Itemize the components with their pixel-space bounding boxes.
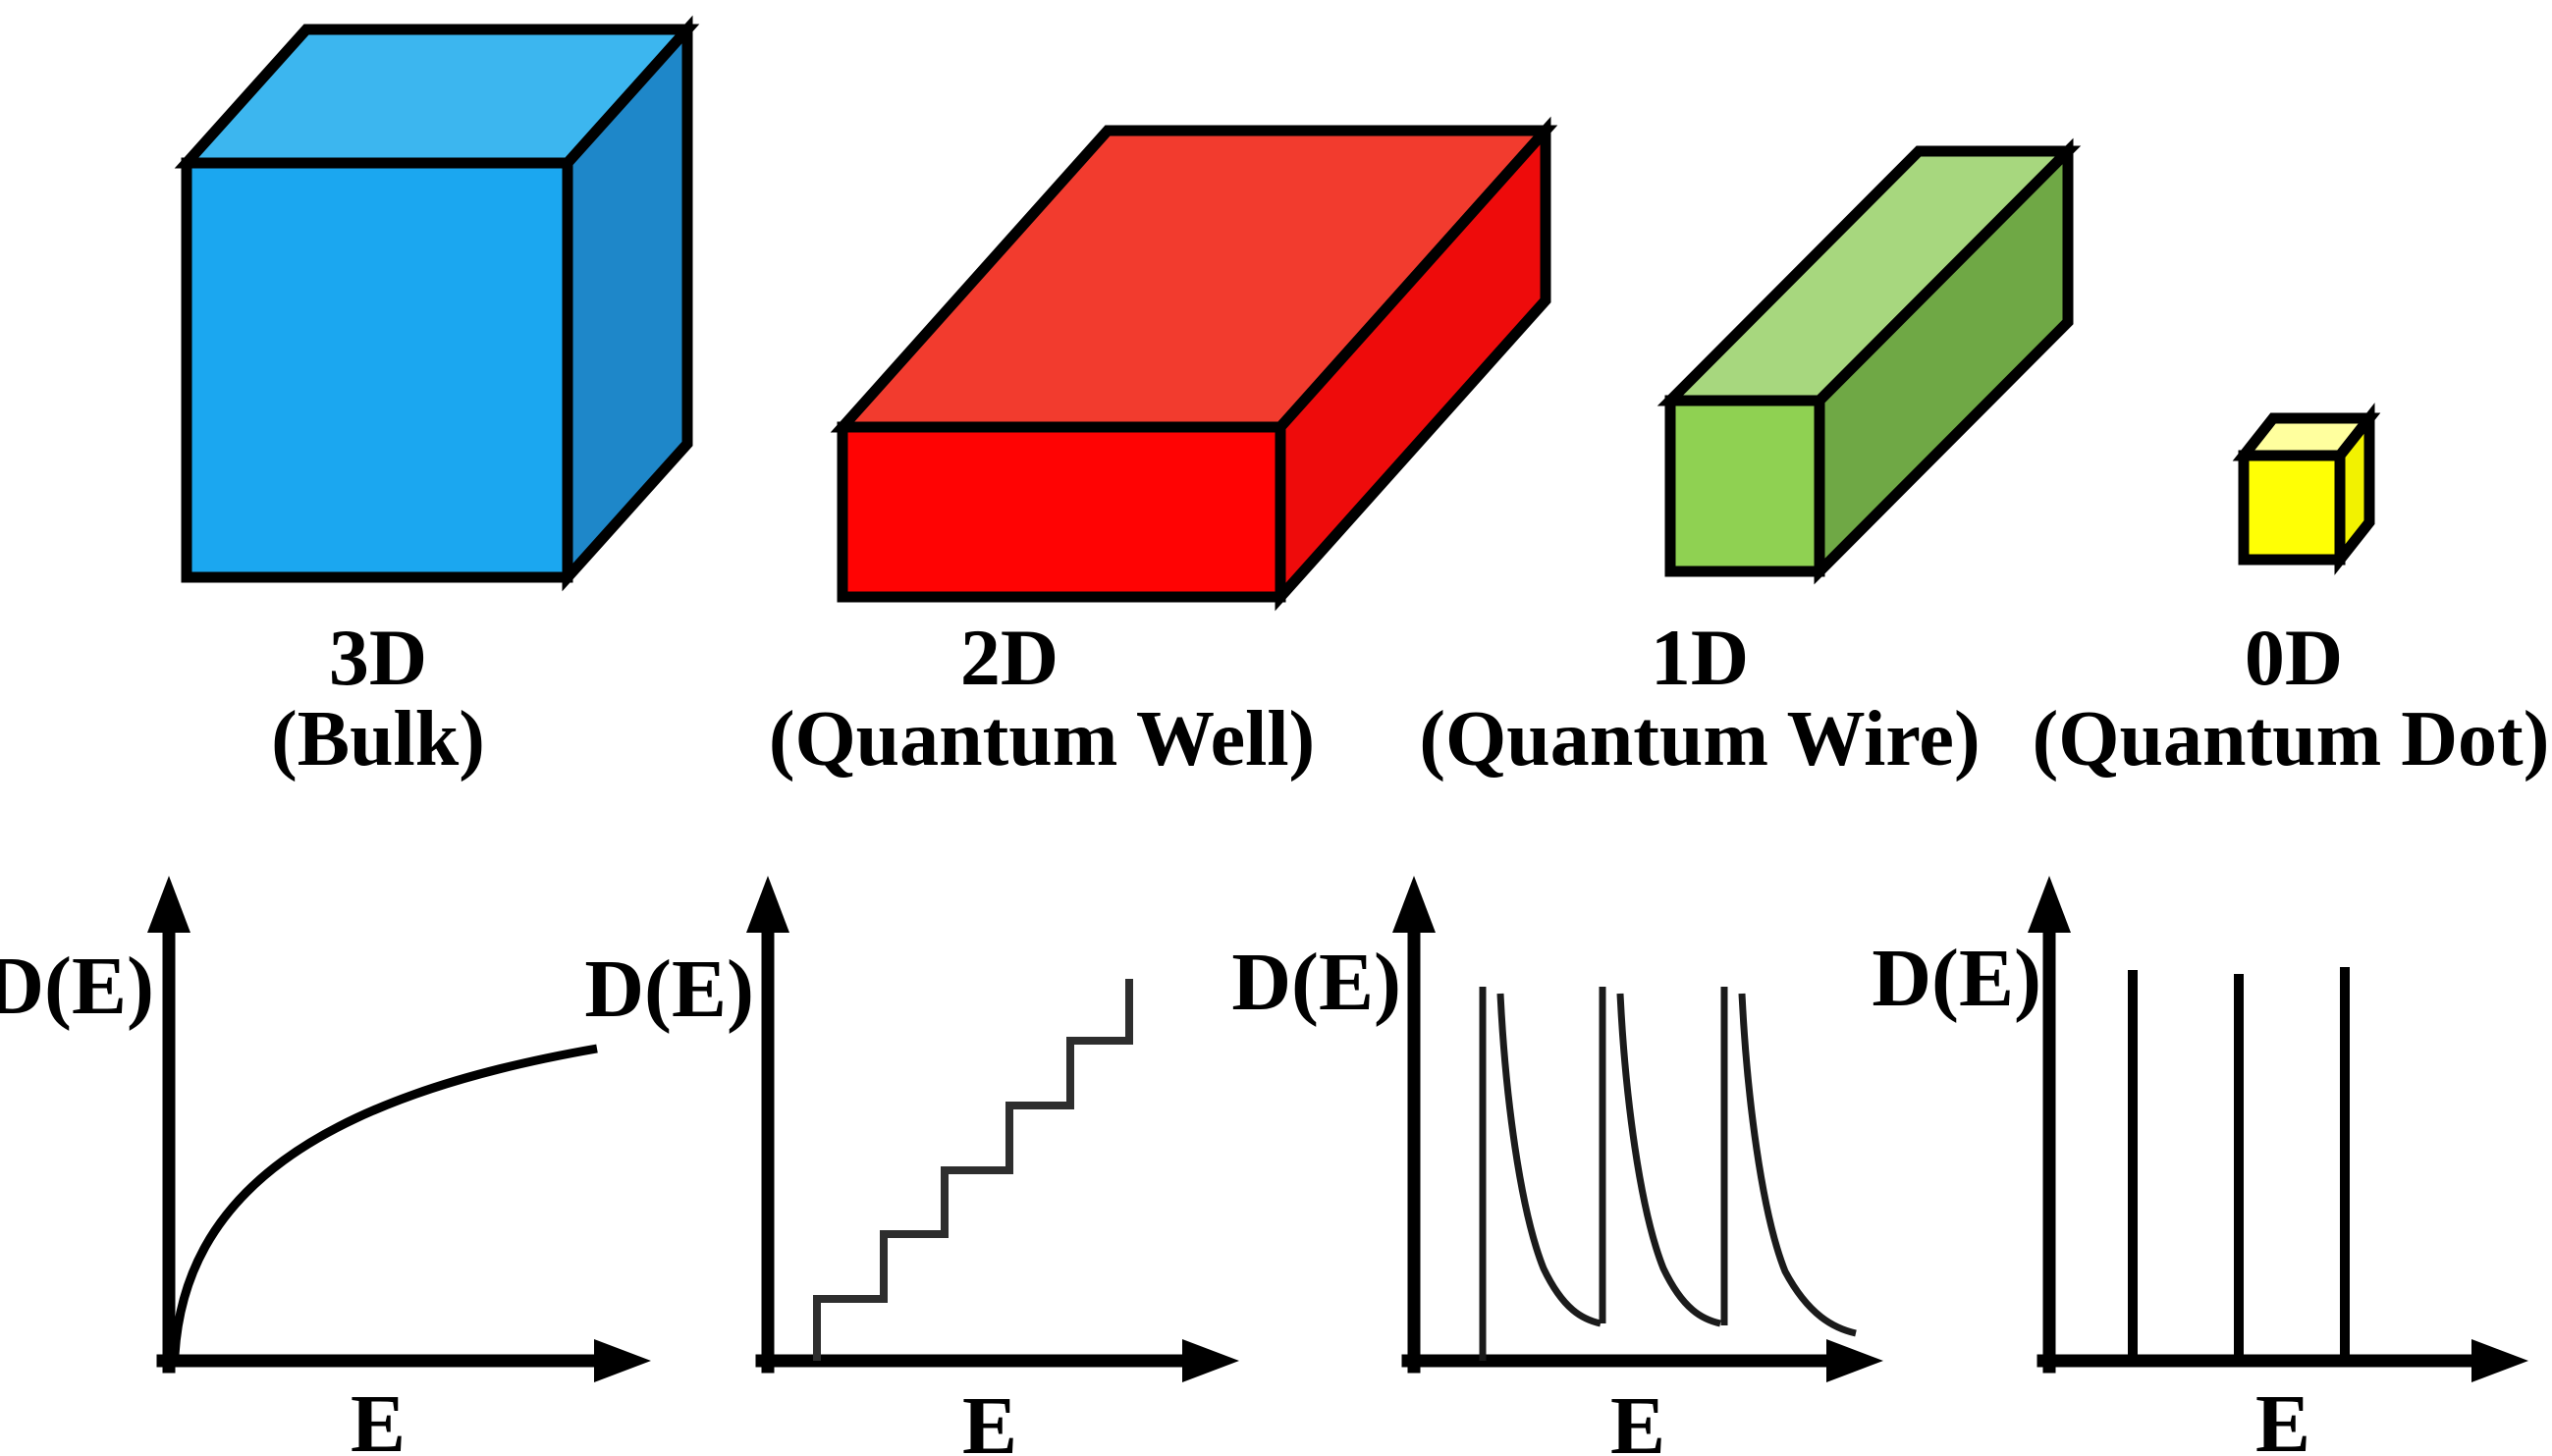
plot4-xlabel: E: [2255, 1378, 2310, 1456]
plot2-ylabel: D(E): [584, 944, 754, 1035]
wire-front-face: [1664, 395, 1825, 577]
quantum-dot-cube-0d: [2232, 403, 2381, 575]
plot1-x-axis-arrow-icon: [594, 1339, 651, 1382]
slab-front-face: [837, 421, 1286, 603]
label-quantum-dot: (Quantum Dot): [2033, 696, 2550, 782]
plot3-xlabel: E: [1610, 1380, 1665, 1456]
plot3-peak3-tail: [1738, 993, 1857, 1337]
plot1-xlabel: E: [351, 1378, 406, 1456]
label-bulk: (Bulk): [271, 696, 485, 782]
quantum-wire-bar-1d: [1656, 137, 2082, 585]
bulk-cube-3d: [174, 15, 700, 592]
plot2-y-axis-arrow-icon: [746, 876, 789, 933]
plot3-peak1-tail: [1496, 993, 1602, 1327]
plot3-ylabel: D(E): [1231, 937, 1401, 1028]
label-3d: 3D: [329, 613, 427, 702]
plot3-peak-curves: [1479, 987, 1857, 1361]
plot3-y-axis-arrow-icon: [1392, 876, 1436, 933]
label-quantum-well: (Quantum Well): [769, 696, 1315, 782]
dos-plot-0d: D(E) E: [1872, 876, 2528, 1456]
label-quantum-wire: (Quantum Wire): [1419, 696, 1980, 782]
label-1d: 1D: [1651, 613, 1749, 702]
plot1-y-axis-arrow-icon: [147, 876, 190, 933]
plot4-y-axis-arrow-icon: [2028, 876, 2071, 933]
plot2-x-axis-arrow-icon: [1182, 1339, 1239, 1382]
dos-plot-2d: D(E) E: [584, 876, 1239, 1456]
dot-front-face: [2238, 450, 2346, 566]
plot2-staircase-curve: [813, 979, 1133, 1361]
bulk-cube-front-face: [181, 157, 573, 583]
plot4-ylabel: D(E): [1872, 933, 2041, 1024]
plot3-x-axis-arrow-icon: [1826, 1339, 1883, 1382]
dos-plot-1d: D(E) E: [1231, 876, 1883, 1456]
label-0d: 0D: [2245, 613, 2343, 702]
label-2d: 2D: [960, 613, 1059, 702]
plot4-delta-lines: [2128, 967, 2350, 1361]
dos-plot-3d: D(E) E: [0, 876, 651, 1456]
plot2-xlabel: E: [962, 1380, 1017, 1456]
plot4-x-axis-arrow-icon: [2471, 1339, 2528, 1382]
quantum-well-slab-2d: [830, 116, 1558, 612]
plot3-peak2-tail: [1616, 993, 1721, 1327]
plot1-sqrt-curve: [170, 1044, 598, 1356]
plot1-ylabel: D(E): [0, 941, 154, 1032]
